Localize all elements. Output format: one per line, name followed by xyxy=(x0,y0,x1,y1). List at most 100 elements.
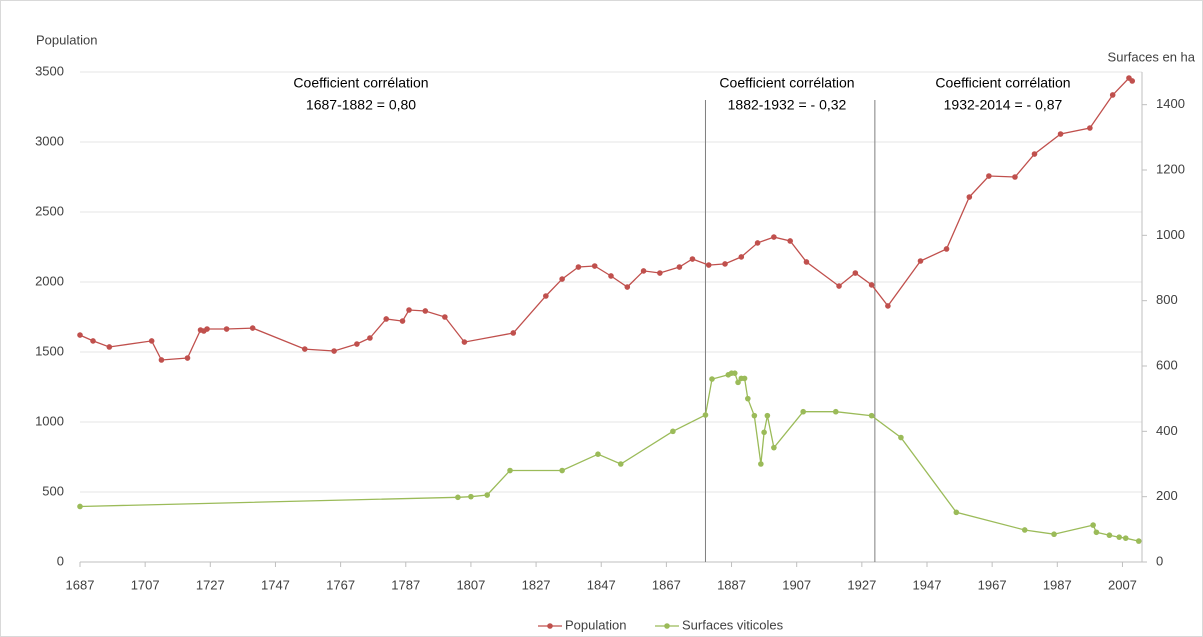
data-point xyxy=(1109,92,1116,98)
series-line xyxy=(79,77,1133,361)
data-point xyxy=(354,341,360,347)
data-point xyxy=(868,412,875,419)
data-point xyxy=(689,256,696,262)
data-point xyxy=(461,339,468,345)
data-point xyxy=(657,270,663,276)
data-point xyxy=(331,348,337,354)
x-tick-label: 1827 xyxy=(522,577,551,592)
data-point xyxy=(624,284,631,290)
x-tick-label: 1907 xyxy=(782,577,811,592)
data-point xyxy=(1051,531,1057,538)
data-point xyxy=(676,264,683,270)
data-point xyxy=(751,412,758,419)
x-tick-label: 1747 xyxy=(261,577,290,592)
x-tick-label: 1687 xyxy=(66,577,95,592)
data-point xyxy=(868,282,875,288)
data-point xyxy=(90,338,96,344)
data-point xyxy=(803,259,810,265)
data-point xyxy=(591,263,598,269)
data-point xyxy=(1021,527,1028,533)
data-point xyxy=(1031,151,1038,157)
data-point xyxy=(640,268,647,274)
data-point xyxy=(1122,535,1129,541)
data-point xyxy=(787,238,793,244)
data-point xyxy=(1116,534,1122,540)
data-point xyxy=(148,338,155,344)
annotation: 1882-1932 = - 0,32 xyxy=(728,97,847,113)
y2-axis-label: Surfaces en ha xyxy=(1108,49,1196,64)
x-tick-label: 1727 xyxy=(196,577,225,592)
y2-tick-label: 600 xyxy=(1156,357,1178,372)
x-tick-label: 1767 xyxy=(326,577,355,592)
data-point xyxy=(367,335,373,341)
y-tick-label: 3000 xyxy=(35,133,64,148)
data-point xyxy=(455,494,461,501)
y-tick-label: 1000 xyxy=(35,413,64,428)
data-point xyxy=(943,246,950,252)
data-point xyxy=(595,451,601,458)
data-point xyxy=(832,408,839,415)
data-point xyxy=(709,376,715,382)
y-tick-label: 1500 xyxy=(35,343,64,358)
data-point xyxy=(1093,529,1100,536)
data-point xyxy=(953,509,960,516)
x-tick-label: 1887 xyxy=(717,577,746,592)
series-line xyxy=(79,372,1139,542)
data-point xyxy=(575,264,582,270)
data-point xyxy=(77,332,83,338)
data-point xyxy=(836,283,842,289)
data-point xyxy=(1129,78,1136,84)
data-point xyxy=(741,375,748,382)
data-point xyxy=(771,234,777,240)
x-tick-label: 1927 xyxy=(847,577,876,592)
data-point xyxy=(722,261,728,267)
data-point xyxy=(77,503,83,510)
annotation: Coefficient corrélation xyxy=(935,75,1070,91)
data-point xyxy=(670,428,676,435)
data-point xyxy=(1057,131,1064,137)
data-point xyxy=(158,357,165,363)
y2-tick-label: 1000 xyxy=(1156,227,1185,242)
data-point xyxy=(223,326,230,332)
data-point xyxy=(731,370,738,376)
x-tick-label: 1947 xyxy=(913,577,942,592)
data-point xyxy=(406,307,412,313)
data-point xyxy=(1087,125,1093,131)
annotation: Coefficient corrélation xyxy=(719,75,854,91)
y2-tick-label: 1200 xyxy=(1156,161,1185,176)
y2-tick-label: 800 xyxy=(1156,292,1178,307)
data-point xyxy=(735,379,741,386)
data-point xyxy=(1090,522,1096,528)
annotation: Coefficient corrélation xyxy=(293,75,428,91)
legend-marker xyxy=(547,623,553,629)
data-point xyxy=(608,273,614,279)
y2-tick-label: 400 xyxy=(1156,423,1178,438)
data-point xyxy=(852,270,859,276)
data-point xyxy=(204,326,210,332)
data-point xyxy=(249,325,256,331)
data-point xyxy=(383,316,390,322)
annotation: 1687-1882 = 0,80 xyxy=(306,97,416,113)
x-tick-label: 1787 xyxy=(391,577,420,592)
data-point xyxy=(617,461,624,467)
data-point xyxy=(702,412,709,418)
y2-tick-label: 1400 xyxy=(1156,96,1185,111)
legend-label: Population xyxy=(565,617,626,632)
data-point xyxy=(559,467,565,474)
data-point xyxy=(399,318,406,324)
x-tick-label: 1807 xyxy=(456,577,485,592)
data-point xyxy=(745,395,751,402)
data-point xyxy=(800,408,807,415)
data-point xyxy=(510,330,517,336)
data-point xyxy=(184,355,191,361)
y-tick-label: 3500 xyxy=(35,63,64,78)
data-point xyxy=(761,429,767,436)
x-tick-label: 1847 xyxy=(587,577,616,592)
data-point xyxy=(1106,532,1113,539)
data-point xyxy=(507,467,513,474)
x-tick-label: 1867 xyxy=(652,577,681,592)
y-tick-label: 0 xyxy=(57,553,64,568)
data-point xyxy=(966,194,973,200)
